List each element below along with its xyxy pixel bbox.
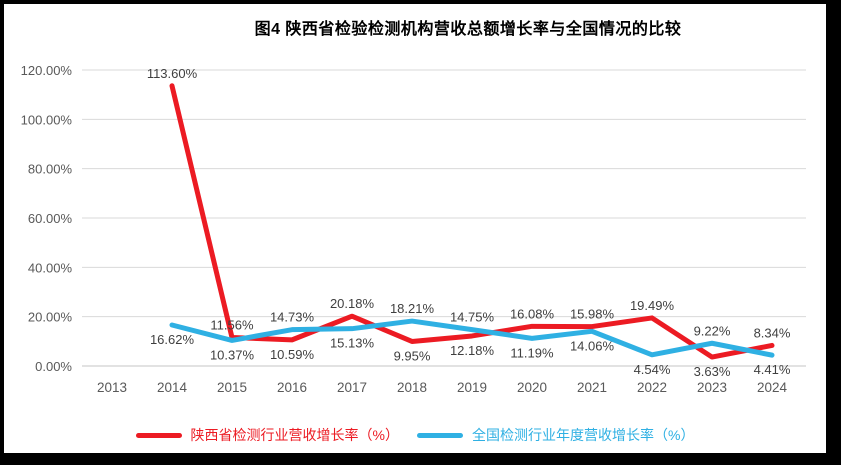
x-tick-label: 2013 (97, 380, 127, 395)
y-tick-label: 40.00% (28, 260, 73, 275)
data-label-shaanxi: 15.98% (570, 307, 615, 322)
y-tick-label: 20.00% (28, 310, 73, 325)
data-label-shaanxi: 19.49% (630, 298, 675, 313)
legend-item-shaanxi: 陕西省检测行业营收增长率（%） (135, 425, 399, 445)
x-tick-label: 2016 (277, 380, 307, 395)
y-tick-label: 60.00% (28, 211, 73, 226)
data-label-shaanxi: 8.34% (754, 325, 791, 340)
data-label-national: 14.73% (270, 310, 315, 325)
data-label-shaanxi: 20.18% (330, 296, 375, 311)
x-tick-label: 2018 (397, 380, 427, 395)
chart-legend: 陕西省检测行业营收增长率（%） 全国检测行业年度营收增长率（%） (4, 425, 826, 445)
x-tick-label: 2022 (637, 380, 667, 395)
y-tick-label: 80.00% (28, 162, 73, 177)
y-tick-label: 100.00% (21, 112, 73, 127)
data-label-national: 10.37% (210, 347, 255, 362)
data-label-national: 9.22% (694, 323, 731, 338)
x-tick-label: 2017 (337, 380, 367, 395)
data-label-shaanxi: 12.18% (450, 343, 495, 358)
chart-title: 图4 陕西省检验检测机构营收总额增长率与全国情况的比较 (254, 21, 682, 38)
x-tick-label: 2019 (457, 380, 487, 395)
data-label-shaanxi: 3.63% (694, 364, 731, 379)
x-tick-label: 2021 (577, 380, 607, 395)
data-label-shaanxi: 10.59% (270, 347, 315, 362)
legend-label-national: 全国检测行业年度营收增长率（%） (472, 427, 695, 443)
x-tick-label: 2023 (697, 380, 727, 395)
data-label-national: 11.19% (510, 345, 554, 360)
data-label-national: 4.54% (634, 362, 671, 377)
data-label-national: 14.06% (570, 338, 615, 353)
data-label-shaanxi: 16.08% (510, 306, 555, 321)
frame-border-left (0, 0, 4, 465)
x-tick-label: 2015 (217, 380, 247, 395)
data-label-national: 4.41% (754, 362, 791, 377)
data-label-shaanxi: 11.56% (210, 317, 254, 332)
legend-item-national: 全国检测行业年度营收增长率（%） (417, 425, 694, 445)
data-label-shaanxi: 113.60% (147, 66, 198, 81)
x-tick-label: 2020 (517, 380, 547, 395)
data-label-national: 16.62% (150, 332, 195, 347)
x-tick-label: 2014 (157, 380, 188, 395)
frame-border-top (0, 0, 841, 4)
data-label-national: 15.13% (330, 336, 375, 351)
data-label-national: 14.75% (450, 310, 495, 325)
y-tick-label: 0.00% (35, 359, 72, 374)
frame-border-bottom (0, 453, 841, 465)
y-tick-label: 120.00% (21, 63, 73, 78)
frame-border-right (826, 0, 841, 465)
series-line-national (169, 318, 775, 358)
series-line-shaanxi (169, 83, 775, 360)
data-label-national: 18.21% (390, 301, 435, 316)
data-label-shaanxi: 9.95% (394, 348, 431, 363)
legend-line-swatch-blue (417, 432, 463, 438)
legend-line-swatch-red (135, 432, 182, 438)
x-tick-label: 2024 (757, 380, 788, 395)
legend-label-shaanxi: 陕西省检测行业营收增长率（%） (190, 427, 399, 443)
